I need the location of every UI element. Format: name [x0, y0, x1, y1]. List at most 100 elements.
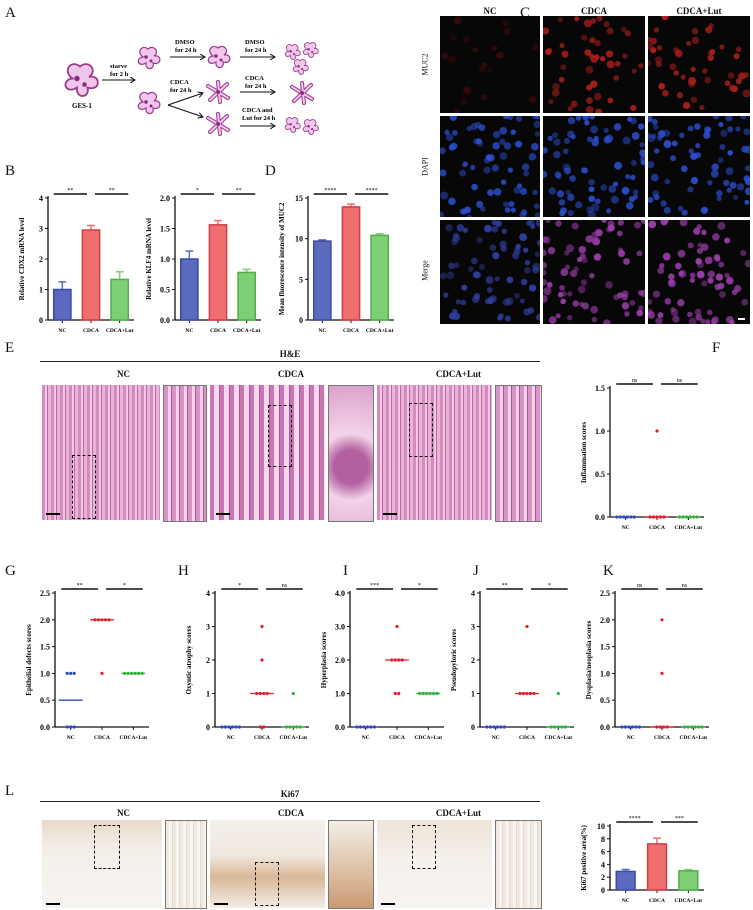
y-tick-label: 0.0	[160, 316, 170, 325]
zoom-region-box	[268, 405, 292, 467]
data-point	[660, 671, 664, 675]
y-tick-label: 0	[299, 316, 303, 325]
he-group-cdca-lut: CDCA+Lut	[435, 369, 482, 379]
scale-bar	[383, 513, 397, 515]
data-point	[655, 429, 659, 433]
x-tick-label: NC	[362, 735, 370, 741]
cell-icon	[284, 44, 301, 60]
y-tick-label: 0.5	[595, 470, 605, 479]
chart-ki67: 0 2 4 6 8 10 Ki67 positive area(%) NC CDCA CDCA+L…	[580, 816, 704, 904]
bar-cdca-lut	[237, 271, 257, 321]
ki67-group-cdca: CDCA	[278, 808, 304, 818]
y-tick-label: 1.0	[40, 669, 50, 678]
y-tick-label: 3	[206, 623, 210, 632]
x-tick-label: CDCA+Lut	[366, 328, 394, 334]
step-label: CDCA	[170, 79, 189, 86]
chart-oxyntic-atrophy: 0 1 2 3 4 Oxyntic atrophy scores NC CDCA CDCA+Lu…	[185, 583, 309, 741]
y-tick-label: 1.5	[595, 384, 605, 393]
significance-label: *	[196, 188, 199, 194]
ki67-image-cdca	[210, 820, 325, 908]
cell-icon	[137, 46, 161, 70]
ki67-title: Ki67	[280, 789, 300, 799]
y-tick-label: 2	[601, 873, 605, 882]
x-tick-label: CDCA	[649, 898, 665, 904]
data-point	[72, 725, 76, 729]
y-tick-label: 10	[295, 235, 303, 244]
y-tick-label: 1.0	[160, 255, 170, 264]
y-tick-label: 0.5	[160, 286, 170, 295]
chart-muc2-intensity: 0 5 10 15 Mean fluorescence intensity of MUC…	[278, 188, 394, 334]
data-point	[262, 725, 266, 729]
scale-bar	[738, 318, 745, 320]
column-header-cdca-lut: CDCA+Lut	[676, 6, 722, 16]
bar-nc	[312, 240, 332, 321]
data-point	[100, 671, 104, 675]
step-label: CDCA	[245, 75, 264, 82]
significance-label: *	[238, 583, 241, 589]
x-tick-label: CDCA+Lut	[233, 328, 261, 334]
cell-icon	[302, 119, 319, 135]
significance-label: ***	[675, 816, 684, 822]
significance-label: ****	[366, 188, 378, 194]
if-image-muc2-cdca	[543, 16, 645, 113]
x-tick-label: NC	[185, 328, 193, 334]
x-tick-label: CDCA	[94, 735, 110, 741]
data-point	[291, 691, 295, 696]
stressed-cell-icon	[206, 112, 230, 136]
y-tick-label: 0	[39, 316, 43, 325]
y-tick-label: 4.0	[335, 589, 345, 598]
he-image-cdca-lut	[377, 385, 492, 520]
y-tick-label: 15	[295, 194, 303, 203]
divider	[40, 361, 540, 362]
data-point	[393, 691, 397, 696]
scale-bar	[214, 903, 228, 905]
experiment-diagram: GES-1 starve for 2 h DMSO for 24 h CDCA …	[64, 39, 319, 136]
y-tick-label: 2.0	[160, 194, 170, 203]
ki67-zoom-nc	[165, 820, 207, 909]
if-image-merge-nc	[440, 220, 540, 324]
arrow-icon	[167, 93, 203, 106]
y-tick-label: 0.0	[600, 723, 610, 732]
if-image-muc2-cdca-lut	[648, 16, 750, 113]
zoom-region-box	[255, 862, 279, 906]
y-tick-label: 1	[471, 690, 475, 699]
significance-label: ns	[282, 583, 288, 589]
y-axis-label: Epithelial defects scores	[25, 624, 33, 696]
step-label: for 24 h	[245, 47, 267, 54]
y-tick-label: 0.5	[40, 696, 50, 705]
y-tick-label: 1	[206, 690, 210, 699]
y-axis-label: Mean fluorescence intensity of MUC2	[278, 202, 286, 315]
y-axis-label: Inflammation scores	[580, 422, 588, 483]
data-point	[260, 624, 264, 629]
bar-cdca	[341, 206, 361, 321]
ki67-zoom-cdca	[328, 820, 374, 909]
data-point	[69, 725, 73, 729]
x-tick-label: NC	[58, 328, 66, 334]
data-point	[395, 624, 399, 629]
data-point	[65, 671, 69, 675]
y-tick-label: 10	[597, 822, 605, 831]
y-axis-label: Dysplasia/neoplasia scores	[585, 620, 593, 699]
x-tick-label: CDCA+Lut	[106, 328, 134, 334]
ges1-label: GES-1	[72, 102, 92, 110]
he-title: H&E	[279, 349, 301, 359]
zoom-region-box	[409, 403, 433, 457]
data-point	[72, 671, 76, 675]
he-group-cdca: CDCA	[278, 369, 304, 379]
he-zoom-cdca	[328, 385, 374, 522]
y-tick-label: 3	[471, 623, 475, 632]
bar-cdca-lut	[110, 278, 130, 321]
y-tick-label: 4	[39, 194, 43, 203]
y-tick-label: 4	[206, 589, 210, 598]
data-point	[260, 658, 264, 662]
significance-label: ns	[677, 378, 683, 384]
he-image-cdca	[210, 385, 325, 520]
cell-icon	[207, 45, 231, 69]
significance-label: **	[109, 188, 115, 194]
x-tick-label: CDCA+Lut	[120, 735, 148, 741]
bar-cdca-lut	[678, 870, 699, 891]
bar-cdca-lut	[370, 234, 390, 321]
data-point	[65, 725, 69, 729]
y-tick-label: 1.5	[600, 643, 610, 652]
x-tick-label: CDCA	[83, 328, 99, 334]
